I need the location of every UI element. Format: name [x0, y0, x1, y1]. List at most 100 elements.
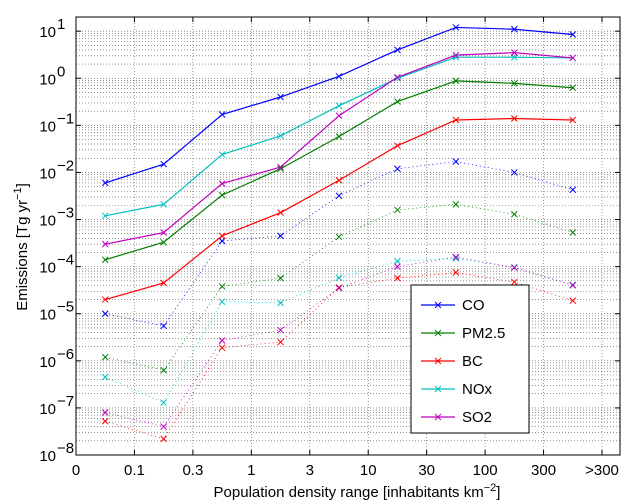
- marker-stroke: [335, 284, 343, 292]
- marker-stroke: [510, 49, 518, 57]
- y-tick-exponent: −6: [57, 346, 74, 363]
- series-point: [394, 46, 401, 54]
- series-point: [101, 256, 109, 264]
- marker-stroke: [394, 142, 401, 150]
- marker-stroke: [394, 46, 401, 54]
- marker-stroke: [452, 77, 460, 85]
- marker-stroke: [452, 254, 460, 262]
- series-point: [510, 79, 518, 87]
- series-point: [160, 238, 168, 246]
- lower-point: [452, 253, 460, 261]
- marker-stroke: [452, 24, 460, 31]
- marker-stroke: [335, 72, 343, 80]
- series-point: [218, 180, 226, 187]
- marker-stroke: [452, 201, 460, 208]
- marker-stroke: [218, 283, 226, 290]
- lower-point: [510, 210, 518, 218]
- y-tick-exponent: 0: [57, 63, 65, 80]
- series-point: [277, 93, 284, 101]
- marker-stroke: [569, 54, 577, 62]
- marker-stroke: [277, 232, 284, 240]
- marker-stroke: [101, 212, 109, 220]
- marker-stroke: [218, 180, 226, 187]
- y-tick-exponent: −3: [57, 205, 74, 222]
- series-point: [277, 163, 284, 171]
- lower-point: [394, 165, 401, 173]
- series-point: [335, 133, 343, 140]
- lower-point: [335, 233, 343, 241]
- series-point: [394, 74, 401, 82]
- marker-stroke: [434, 413, 442, 421]
- marker-stroke: [569, 229, 577, 236]
- lower-point: [101, 409, 109, 416]
- legend-label: CO: [462, 297, 485, 314]
- lower-point: [160, 435, 168, 443]
- series-point: [510, 115, 518, 122]
- marker-stroke: [160, 322, 168, 330]
- lower-point: [394, 274, 401, 282]
- marker-stroke: [569, 186, 577, 194]
- marker-stroke: [101, 310, 109, 318]
- marker-stroke: [335, 233, 343, 241]
- marker-stroke: [277, 299, 284, 307]
- marker-stroke: [101, 409, 109, 416]
- series-point: [335, 72, 343, 80]
- marker-stroke: [277, 338, 284, 346]
- series-point: [452, 116, 460, 124]
- lower-point: [394, 263, 401, 270]
- series-point: [277, 165, 284, 173]
- y-tick-label: 10: [39, 24, 56, 41]
- marker-stroke: [394, 257, 401, 265]
- lower-point: [160, 399, 168, 406]
- marker-stroke: [510, 278, 518, 286]
- x-tick-label: 30: [418, 462, 435, 479]
- y-tick-exponent: −1: [57, 110, 74, 127]
- lower-point: [569, 297, 577, 304]
- lower-point: [160, 423, 168, 431]
- marker-stroke: [394, 263, 401, 270]
- marker-stroke: [434, 301, 442, 309]
- lower-point: [277, 274, 284, 282]
- series-point: [218, 232, 226, 240]
- lower-point: [218, 337, 226, 344]
- x-tick-labels: 0 0.1 0.3 1 3 10 30 100 300 >300: [72, 462, 619, 479]
- marker-stroke: [394, 98, 401, 105]
- series-point: [277, 132, 284, 140]
- series-point: [569, 54, 577, 62]
- series-point: [394, 142, 401, 150]
- legend-label: PM2.5: [462, 325, 505, 342]
- marker-stroke: [277, 93, 284, 101]
- marker-stroke: [569, 282, 577, 289]
- marker-stroke: [452, 158, 460, 165]
- marker-stroke: [452, 253, 460, 261]
- series-point: [569, 116, 577, 124]
- marker-stroke: [452, 51, 460, 59]
- series-point: [335, 176, 343, 184]
- marker-stroke: [160, 366, 168, 374]
- marker-stroke: [394, 165, 401, 173]
- series-point: [101, 212, 109, 220]
- marker-stroke: [160, 423, 168, 431]
- series-point: [394, 98, 401, 105]
- markers: [101, 24, 577, 443]
- x-tick-label: 1: [247, 462, 255, 479]
- marker-stroke: [277, 209, 284, 217]
- marker-stroke: [394, 206, 401, 214]
- series-point: [335, 102, 343, 110]
- y-tick-exponent: −2: [57, 157, 74, 174]
- x-tick-label: 0.1: [124, 462, 145, 479]
- marker-stroke: [394, 74, 401, 82]
- plot-frame: [75, 16, 621, 456]
- marker-stroke: [218, 344, 226, 352]
- marker-stroke: [335, 176, 343, 184]
- marker-stroke: [569, 297, 577, 304]
- y-tick-label: 10: [39, 448, 56, 465]
- marker-stroke: [569, 84, 577, 92]
- marker-stroke: [434, 329, 442, 337]
- marker-stroke: [394, 274, 401, 282]
- marker-stroke: [277, 132, 284, 140]
- y-tick-exponent: −8: [57, 440, 74, 457]
- x-tick-label: >300: [585, 462, 619, 479]
- marker-stroke: [335, 112, 343, 120]
- lower-point: [101, 353, 109, 361]
